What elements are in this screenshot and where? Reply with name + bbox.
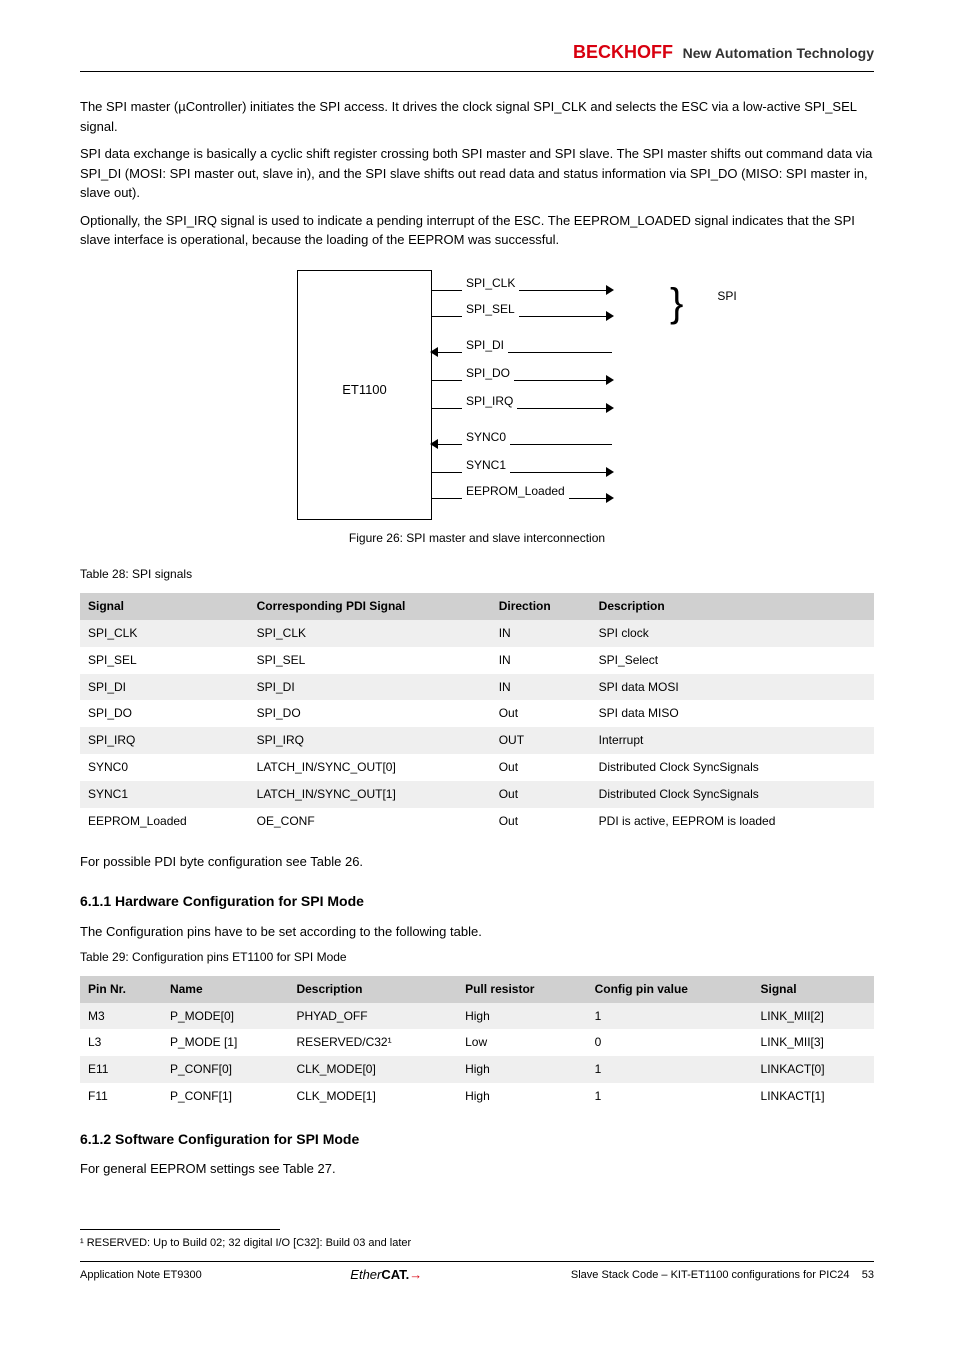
- table-row: SYNC1LATCH_IN/SYNC_OUT[1]OutDistributed …: [80, 781, 874, 808]
- section-6-1-2-title: 6.1.2 Software Configuration for SPI Mod…: [80, 1130, 874, 1150]
- arrow-label: SYNC1: [462, 457, 510, 474]
- table-row: SPI_DISPI_DIINSPI data MOSI: [80, 674, 874, 701]
- table2-caption: Table 29: Configuration pins ET1100 for …: [80, 949, 874, 966]
- table-row: E11P_CONF[0]CLK_MODE[0]High1LINKACT[0]: [80, 1056, 874, 1083]
- intro-para-3: Optionally, the SPI_IRQ signal is used t…: [80, 211, 874, 250]
- arrow-label: SPI_IRQ: [462, 393, 517, 410]
- col-header: Description: [288, 976, 457, 1003]
- arrow-label: SPI_DO: [462, 365, 514, 382]
- intro-para-2: SPI data exchange is basically a cyclic …: [80, 144, 874, 203]
- col-header: Description: [591, 593, 874, 620]
- page-number: 53: [862, 1269, 874, 1281]
- arrow-label: SPI_DI: [462, 337, 508, 354]
- page-header: BECKHOFF New Automation Technology: [80, 40, 874, 72]
- footer-right: Slave Stack Code – KIT-ET1100 configurat…: [571, 1268, 874, 1283]
- intro-para-1: The SPI master (µController) initiates t…: [80, 97, 874, 136]
- col-header: Pin Nr.: [80, 976, 162, 1003]
- col-header: Name: [162, 976, 288, 1003]
- table1-caption: Table 28: SPI signals: [80, 566, 874, 583]
- para-after-t1: For possible PDI byte configuration see …: [80, 852, 874, 872]
- brand-logo: BECKHOFF: [573, 42, 673, 62]
- brace-icon: }: [670, 275, 683, 331]
- figure-caption: Figure 26: SPI master and slave intercon…: [80, 530, 874, 547]
- table-row: SPI_SELSPI_SELINSPI_Select: [80, 647, 874, 674]
- table-row: M3P_MODE[0]PHYAD_OFFHigh1LINK_MII[2]: [80, 1003, 874, 1030]
- col-header: Signal: [80, 593, 249, 620]
- footer-right-text: Slave Stack Code – KIT-ET1100 configurat…: [571, 1269, 850, 1281]
- table-row: F11P_CONF[1]CLK_MODE[1]High1LINKACT[1]: [80, 1083, 874, 1110]
- table-row: SYNC0LATCH_IN/SYNC_OUT[0]OutDistributed …: [80, 754, 874, 781]
- arrow-label: EEPROM_Loaded: [462, 483, 569, 500]
- table-config-pins: Pin Nr.NameDescriptionPull resistorConfi…: [80, 976, 874, 1110]
- section-6-1-2-text: For general EEPROM settings see Table 27…: [80, 1159, 874, 1179]
- col-header: Signal: [753, 976, 874, 1003]
- table-row: SPI_DOSPI_DOOutSPI data MISO: [80, 700, 874, 727]
- arrow-label: SPI_CLK: [462, 275, 519, 292]
- page-footer: Application Note ET9300 EtherCAT.→ Slave…: [80, 1261, 874, 1284]
- section-6-1-1-text: The Configuration pins have to be set ac…: [80, 922, 874, 942]
- ethercat-logo: EtherCAT.→: [350, 1267, 422, 1282]
- diagram-box: ET1100: [297, 270, 432, 520]
- table-spi-signals: SignalCorresponding PDI SignalDirectionD…: [80, 593, 874, 834]
- arrow-label: SYNC0: [462, 429, 510, 446]
- col-header: Direction: [491, 593, 591, 620]
- table-row: SPI_CLKSPI_CLKINSPI clock: [80, 620, 874, 647]
- arrow-label: SPI_SEL: [462, 301, 519, 318]
- footnote-separator: [80, 1229, 280, 1230]
- col-header: Config pin value: [587, 976, 753, 1003]
- table-row: L3P_MODE [1]RESERVED/C32¹Low0LINK_MII[3]: [80, 1029, 874, 1056]
- brand-tagline: New Automation Technology: [683, 45, 874, 61]
- col-header: Pull resistor: [457, 976, 587, 1003]
- figure-26: ET1100 SPI_CLK SPI_SEL SPI_DI SPI_DO SPI_IRQ…: [80, 270, 874, 547]
- col-header: Corresponding PDI Signal: [249, 593, 491, 620]
- footer-center: EtherCAT.→: [202, 1266, 571, 1284]
- table-row: EEPROM_LoadedOE_CONFOutPDI is active, EE…: [80, 808, 874, 835]
- footer-left: Application Note ET9300: [80, 1268, 202, 1283]
- table-row: SPI_IRQSPI_IRQOUTInterrupt: [80, 727, 874, 754]
- footnote-text: ¹ RESERVED: Up to Build 02; 32 digital I…: [80, 1236, 874, 1251]
- brace-label: SPI: [692, 288, 762, 305]
- section-6-1-1-title: 6.1.1 Hardware Configuration for SPI Mod…: [80, 892, 874, 912]
